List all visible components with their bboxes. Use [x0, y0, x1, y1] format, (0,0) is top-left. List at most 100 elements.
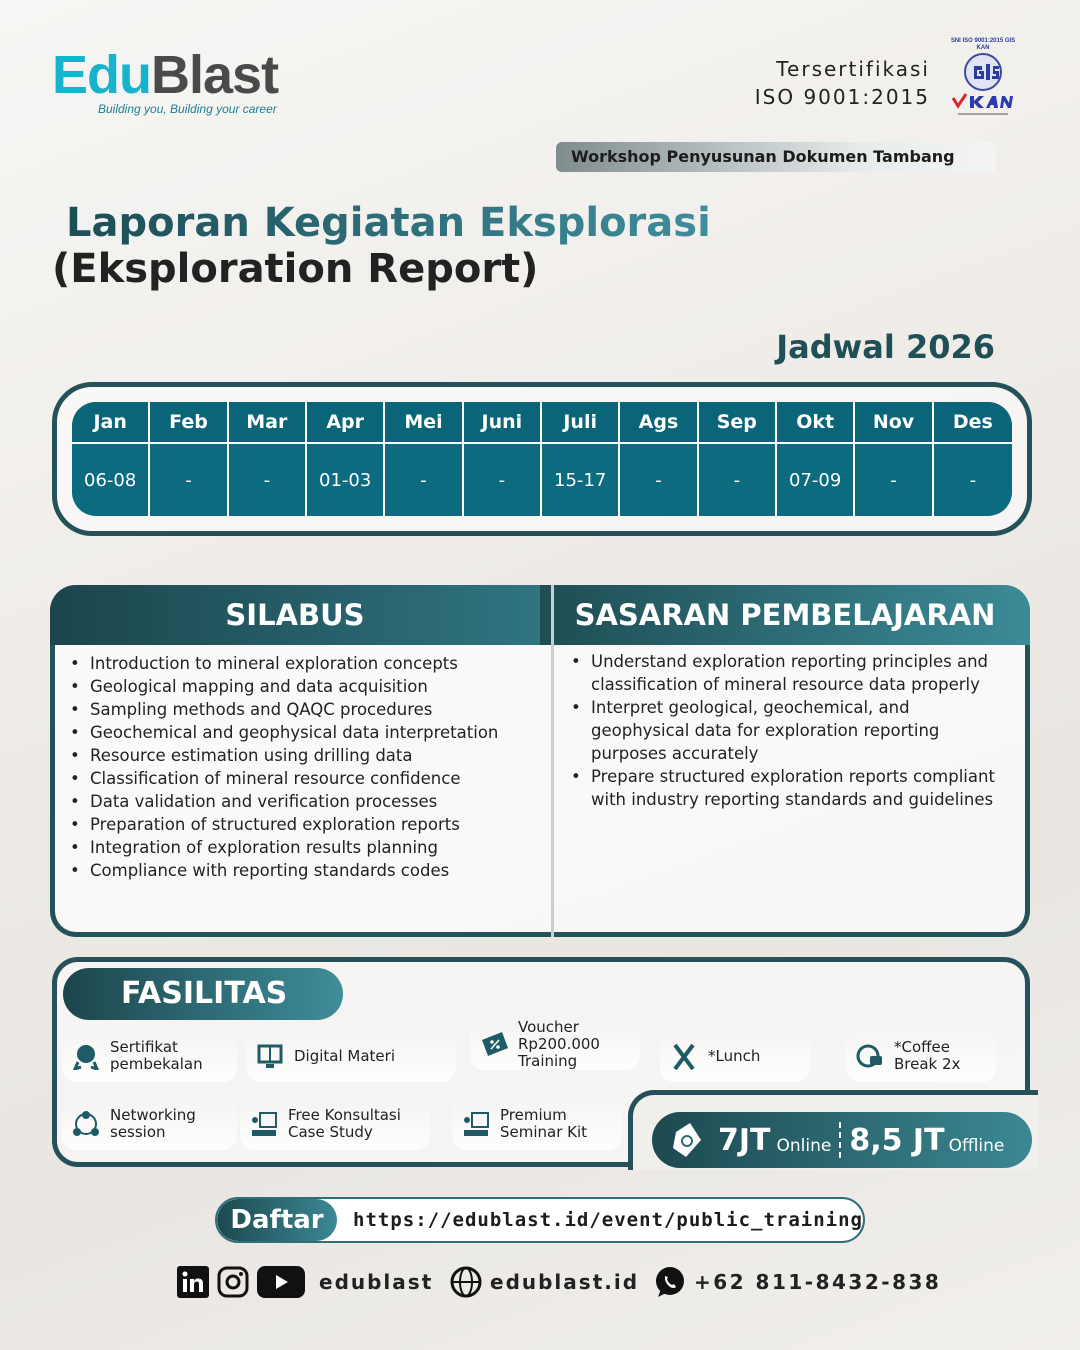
- facility-label: Voucher Rp200.000 Training: [518, 1017, 600, 1070]
- schedule-date: 06-08: [72, 444, 151, 516]
- offline-price: 8,5 JT: [849, 1122, 945, 1158]
- workshop-label: Workshop Penyusunan Dokumen Tambang: [556, 142, 996, 172]
- online-price: 7JT: [718, 1122, 771, 1158]
- schedule-date: -: [699, 444, 777, 516]
- network-icon: [73, 1111, 99, 1136]
- price-divider: [839, 1122, 842, 1158]
- schedule-date: -: [464, 444, 542, 516]
- facility-item: Voucher Rp200.000 Training: [470, 1018, 640, 1070]
- sasaran-list: Understand exploration reporting princip…: [571, 650, 1011, 811]
- list-item: Sampling methods and QAQC procedures: [70, 698, 540, 721]
- month-header: Juni: [463, 402, 542, 444]
- linkedin-icon[interactable]: [177, 1266, 209, 1298]
- schedule-date: -: [855, 444, 934, 516]
- facility-item: Digital Materi: [246, 1030, 456, 1082]
- voucher-icon: [482, 1032, 508, 1056]
- month-header: Mei: [385, 402, 464, 444]
- page-subtitle: (Eksploration Report): [52, 246, 539, 292]
- youtube-icon[interactable]: [257, 1266, 305, 1298]
- cert-line1: Tersertifikasi: [776, 57, 930, 81]
- digital-book-icon: [257, 1044, 283, 1068]
- schedule-date: 07-09: [777, 444, 856, 516]
- list-item: Data validation and verification process…: [70, 790, 540, 813]
- facility-label: *Lunch: [708, 1046, 761, 1065]
- facility-label: Premium Seminar Kit: [500, 1106, 588, 1141]
- schedule-date: -: [150, 444, 229, 516]
- offline-label: Offline: [948, 1136, 1005, 1156]
- list-item: Understand exploration reporting princip…: [571, 650, 1011, 696]
- facility-label: Digital Materi: [294, 1046, 395, 1065]
- facility-label: Networking session: [110, 1106, 196, 1141]
- register-url-link[interactable]: https://edublast.id/event/public_trainin…: [353, 1209, 863, 1231]
- month-header: Okt: [777, 402, 856, 444]
- panel-divider: [551, 585, 554, 937]
- logo-text-edu: Edu: [52, 45, 152, 105]
- schedule-date: -: [385, 444, 464, 516]
- page-title: Laporan Kegiatan Eksplorasi: [66, 200, 711, 246]
- presentation-icon: [464, 1112, 489, 1136]
- silabus-list: Introduction to mineral exploration conc…: [70, 652, 540, 882]
- schedule-date: 01-03: [307, 444, 386, 516]
- schedule-table: Jan Feb Mar Apr Mei Juni Juli Ags Sep Okt Nov Des 06…: [72, 402, 1012, 516]
- silabus-title: SILABUS: [50, 585, 540, 645]
- register-button[interactable]: Daftar: [217, 1199, 337, 1241]
- month-header: Ags: [620, 402, 699, 444]
- list-item: Geochemical and geophysical data interpr…: [70, 721, 540, 744]
- list-item: Classification of mineral resource confi…: [70, 767, 540, 790]
- instagram-icon[interactable]: [217, 1266, 249, 1298]
- list-item: Prepare structured exploration reports c…: [571, 765, 1011, 811]
- badge-text: SNI ISO 9001:2015 GIS KAN: [950, 38, 1016, 51]
- facility-item: Networking session: [62, 1098, 237, 1150]
- facilities-title: FASILITAS: [63, 968, 343, 1020]
- online-label: Online: [776, 1136, 832, 1156]
- list-item: Interpret geological, geochemical, and g…: [571, 696, 1011, 765]
- logo-tagline: Building you, Building your career: [98, 102, 277, 116]
- schedule-date: -: [229, 444, 307, 516]
- month-header: Juli: [542, 402, 621, 444]
- social-handle: edublast: [319, 1270, 434, 1294]
- month-header: Mar: [228, 402, 307, 444]
- schedule-date: 15-17: [542, 444, 621, 516]
- facility-item: Free Konsultasi Case Study: [240, 1098, 430, 1150]
- list-item: Preparation of structured exploration re…: [70, 813, 540, 836]
- facility-item: Sertifikat pembekalan: [62, 1030, 237, 1082]
- schedule-heading: Jadwal 2026: [776, 328, 995, 366]
- register-bar[interactable]: Daftar https://edublast.id/event/public_…: [215, 1197, 865, 1243]
- facility-item: *Coffee Break 2x: [846, 1030, 996, 1082]
- presentation-icon: [252, 1112, 277, 1136]
- edublast-logo: EduBlast Building you, Building your car…: [52, 45, 279, 116]
- coffee-clock-icon: [856, 1044, 882, 1068]
- phone-number[interactable]: +62 811-8432-838: [694, 1270, 942, 1294]
- facility-label: *Coffee Break 2x: [894, 1038, 961, 1073]
- phone[interactable]: +62 811-8432-838: [654, 1266, 941, 1298]
- list-item: Compliance with reporting standards code…: [70, 859, 540, 882]
- iso-kan-badge-icon: [951, 53, 1013, 115]
- website[interactable]: edublast.id: [450, 1266, 639, 1298]
- facility-item: *Lunch: [660, 1030, 810, 1082]
- facility-label: Sertifikat pembekalan: [110, 1038, 203, 1073]
- cert-line2: ISO 9001:2015: [754, 85, 930, 109]
- month-header: Nov: [855, 402, 934, 444]
- price-badge: 7JT Online 8,5 JT Offline: [652, 1112, 1032, 1168]
- utensils-icon: [673, 1043, 695, 1070]
- panel-headers: SILABUS SASARAN PEMBELAJARAN: [50, 585, 1030, 645]
- month-header: Jan: [72, 402, 151, 444]
- list-item: Integration of exploration results plann…: [70, 836, 540, 859]
- schedule-date: -: [969, 469, 977, 491]
- certification: Tersertifikasi ISO 9001:2015: [755, 55, 930, 111]
- list-item: Resource estimation using drilling data: [70, 744, 540, 767]
- month-header: Apr: [307, 402, 386, 444]
- facility-item: Premium Seminar Kit: [452, 1098, 622, 1150]
- globe-icon: [450, 1266, 482, 1298]
- month-header: Des: [933, 402, 1012, 444]
- sasaran-title: SASARAN PEMBELAJARAN: [540, 585, 1030, 645]
- schedule-date: -: [620, 444, 699, 516]
- list-item: Geological mapping and data acquisition: [70, 675, 540, 698]
- month-header: Sep: [698, 402, 777, 444]
- list-item: Introduction to mineral exploration conc…: [70, 652, 540, 675]
- social-accounts: edublast: [177, 1266, 433, 1298]
- month-header: Feb: [150, 402, 229, 444]
- whatsapp-icon: [656, 1267, 684, 1297]
- price-tag-icon: [673, 1123, 701, 1157]
- website-link[interactable]: edublast.id: [490, 1270, 640, 1294]
